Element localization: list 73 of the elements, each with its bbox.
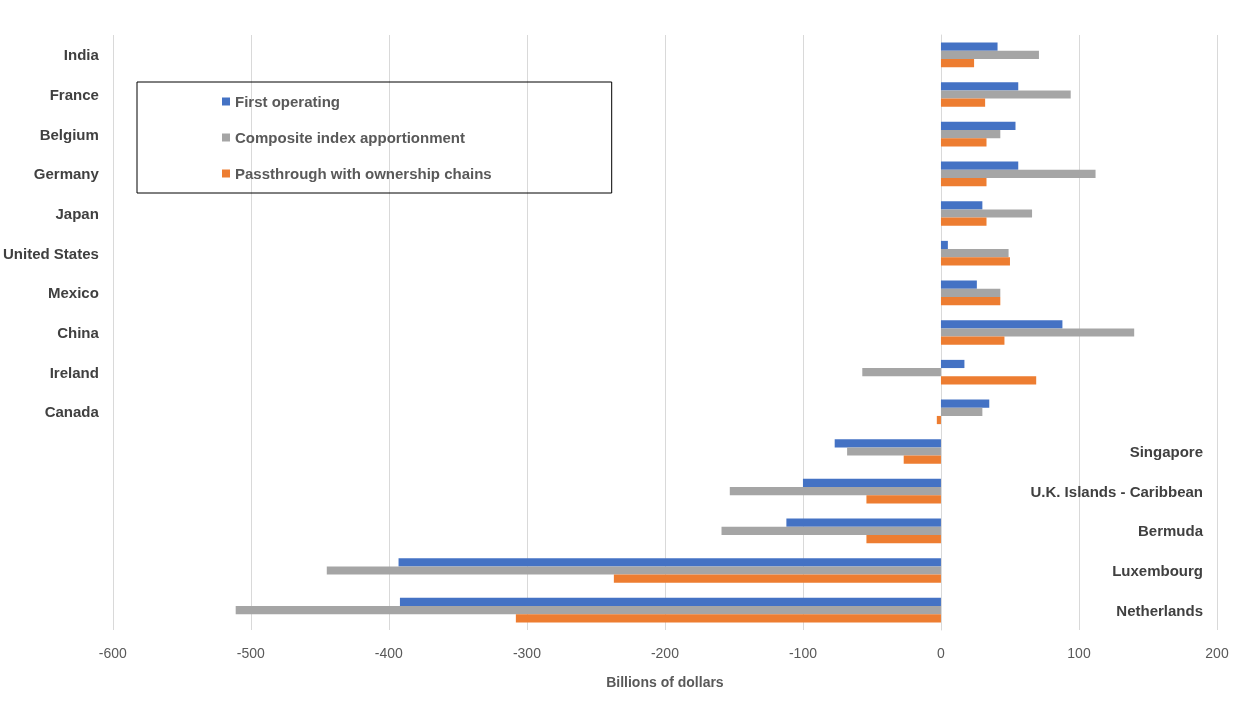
bar bbox=[940, 82, 1019, 91]
bar bbox=[940, 98, 986, 107]
y-tick-label: Bermuda bbox=[1137, 522, 1204, 540]
bar bbox=[729, 487, 941, 496]
bar bbox=[940, 217, 987, 226]
legend-label: First operating bbox=[235, 93, 341, 110]
bar bbox=[940, 130, 1001, 139]
bar bbox=[940, 336, 1005, 345]
bar bbox=[940, 257, 1010, 266]
bar bbox=[834, 439, 941, 448]
y-tick-label: Mexico bbox=[47, 284, 99, 302]
bar bbox=[721, 526, 941, 535]
y-tick-label: U.K. Islands - Caribbean bbox=[1030, 482, 1203, 500]
x-tick-label: -600 bbox=[98, 645, 128, 661]
y-tick-label: Japan bbox=[55, 205, 99, 222]
x-tick-label: 200 bbox=[1205, 645, 1229, 661]
y-tick-label: Luxembourg bbox=[1112, 562, 1203, 579]
bar bbox=[940, 328, 1135, 337]
bar bbox=[940, 90, 1071, 99]
bar bbox=[940, 177, 987, 187]
bar bbox=[940, 161, 1019, 170]
y-tick-label: Germany bbox=[33, 165, 100, 183]
bar bbox=[940, 320, 1063, 329]
y-tick-label: United States bbox=[2, 244, 99, 262]
bar bbox=[235, 606, 941, 615]
y-tick-label: China bbox=[57, 324, 100, 341]
bar bbox=[940, 359, 965, 369]
bar bbox=[936, 415, 941, 425]
bar bbox=[847, 447, 941, 456]
bar bbox=[613, 574, 941, 583]
bar bbox=[940, 376, 1037, 385]
legend-label: Passthrough with ownership chains bbox=[235, 165, 492, 182]
bar bbox=[940, 296, 1001, 306]
bar bbox=[802, 478, 941, 488]
y-tick-label: India bbox=[63, 46, 100, 64]
x-tick-label: -300 bbox=[512, 645, 542, 661]
x-tick-label: -100 bbox=[788, 645, 818, 661]
bar bbox=[903, 455, 941, 464]
bar bbox=[940, 240, 948, 250]
bar bbox=[940, 138, 987, 147]
bar bbox=[940, 169, 1096, 178]
x-tick-label: 0 bbox=[937, 645, 946, 661]
bar bbox=[940, 50, 1039, 59]
bar bbox=[940, 209, 1033, 218]
bar bbox=[866, 534, 941, 544]
bar bbox=[940, 407, 983, 416]
x-tick-label: 100 bbox=[1067, 645, 1091, 661]
x-tick-label: -500 bbox=[236, 645, 266, 661]
bar bbox=[326, 566, 941, 575]
bar bbox=[398, 558, 941, 567]
bar bbox=[940, 288, 1001, 297]
legend-label: Composite index apportionment bbox=[235, 129, 466, 146]
bar bbox=[940, 249, 1009, 258]
bar bbox=[940, 42, 998, 51]
x-tick-label: -400 bbox=[374, 645, 404, 661]
y-tick-label: Ireland bbox=[49, 363, 99, 381]
bar bbox=[940, 280, 977, 289]
bar bbox=[940, 399, 990, 408]
bar bbox=[940, 201, 983, 210]
bar bbox=[862, 368, 941, 377]
bar bbox=[940, 58, 975, 68]
bar bbox=[399, 597, 941, 607]
y-tick-label: Belgium bbox=[39, 125, 99, 143]
y-tick-label: France bbox=[49, 86, 99, 103]
y-tick-label: Canada bbox=[44, 403, 100, 421]
bar bbox=[515, 614, 941, 623]
x-axis-title: Billions of dollars bbox=[606, 674, 724, 690]
y-tick-label: Singapore bbox=[1129, 443, 1203, 460]
y-tick-label: Netherlands bbox=[1116, 601, 1203, 619]
x-tick-label: -200 bbox=[650, 645, 680, 661]
bar bbox=[866, 495, 941, 504]
bar bbox=[940, 121, 1016, 131]
bar bbox=[786, 518, 941, 527]
